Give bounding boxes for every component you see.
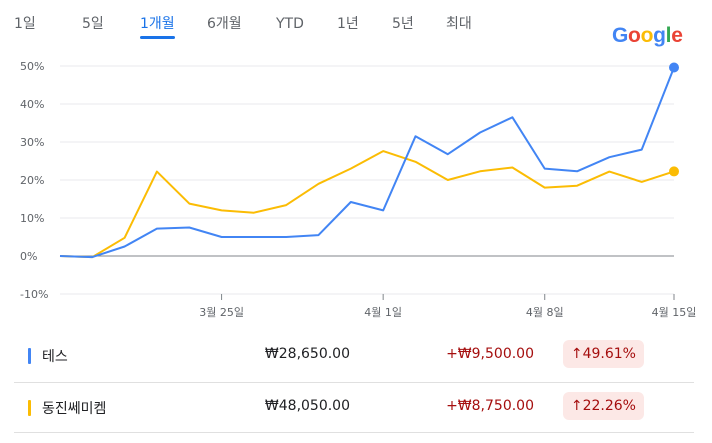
x-tick-label: 4월 15일: [652, 305, 697, 319]
logo-letter: o: [628, 24, 641, 47]
stock-name: 동진쎄미켐: [42, 401, 107, 417]
series-endpoint: [669, 166, 679, 177]
x-tick-label: 4월 8일: [526, 305, 564, 319]
y-tick-label: 20%: [20, 174, 44, 187]
series-line: [59, 150, 675, 259]
legend-row-dongjin[interactable]: 동진쎄미켐 ₩48,050.00 +₩8,750.00 ↑22.26%: [14, 386, 694, 432]
y-tick-label: 10%: [20, 212, 44, 225]
logo-letter: e: [671, 24, 683, 47]
y-tick-label: 30%: [20, 136, 44, 149]
comparison-line-chart: -10% 0% 10% 20% 30% 40% 50% 3월 25일 4월 1일 4월 8일 4월 …: [20, 60, 697, 319]
y-tick-label: 40%: [20, 98, 44, 111]
x-tick-label: 3월 25일: [199, 305, 244, 319]
logo-letter: l: [665, 24, 672, 47]
percent-change-badge: ↑22.26%: [562, 392, 644, 420]
price-change: +₩9,500.00: [446, 346, 534, 362]
tab-1y[interactable]: 1년: [337, 16, 359, 32]
y-tick-label: -10%: [20, 288, 48, 301]
stock-name: 테스: [42, 349, 68, 365]
row-divider: [14, 382, 694, 383]
series-endpoint: [669, 62, 679, 73]
tab-max[interactable]: 최대: [446, 16, 472, 32]
y-tick-label: 50%: [20, 60, 44, 73]
stock-price: ₩28,650.00: [264, 346, 350, 362]
series-color-swatch: [28, 348, 31, 364]
tab-5y[interactable]: 5년: [392, 16, 414, 32]
tab-ytd[interactable]: YTD: [276, 16, 304, 32]
tab-5d[interactable]: 5일: [82, 16, 104, 32]
y-tick-label: 0%: [20, 250, 37, 263]
percent-change-badge: ↑49.61%: [562, 340, 644, 368]
price-change: +₩8,750.00: [446, 398, 534, 414]
logo-letter: o: [640, 24, 654, 47]
legend-row-tes[interactable]: 테스 ₩28,650.00 +₩9,500.00 ↑49.61%: [14, 334, 694, 380]
logo-letter: G: [612, 24, 629, 47]
series-color-swatch: [28, 400, 31, 416]
stock-price: ₩48,050.00: [264, 398, 350, 414]
x-tick-label: 4월 1일: [364, 305, 402, 319]
series-line: [59, 67, 675, 259]
tab-1d[interactable]: 1일: [14, 16, 36, 32]
google-logo: Google: [612, 24, 683, 48]
logo-letter: g: [653, 24, 666, 47]
tab-6m[interactable]: 6개월: [207, 16, 242, 32]
row-divider: [14, 432, 694, 433]
tab-1m[interactable]: 1개월: [140, 16, 175, 39]
